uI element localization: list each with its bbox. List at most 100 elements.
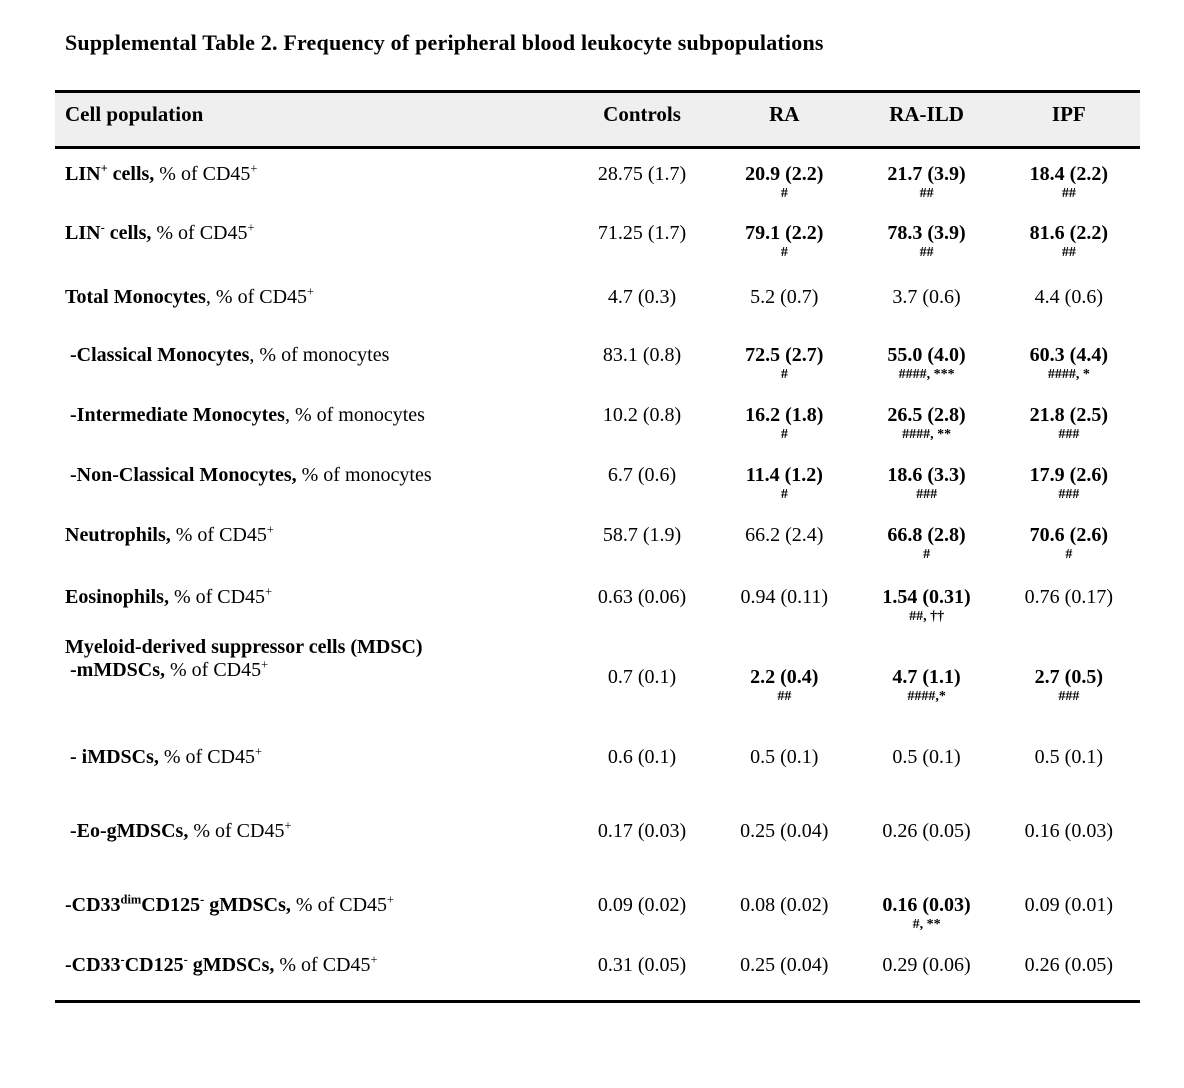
table-row: -CD33-CD125- gMDSCs, % of CD45+ 0.31 (0.0… <box>55 938 1140 1002</box>
table-row: -Non-Classical Monocytes, % of monocytes… <box>55 446 1140 506</box>
table-body: LIN+ cells, % of CD45+ 28.75 (1.7) 20.9 (2… <box>55 148 1140 1002</box>
frequency-value-cell: 71.25 (1.7) <box>571 208 713 268</box>
significance-note: ####, *** <box>898 366 955 382</box>
significance-note: ####, * <box>1047 366 1090 382</box>
frequency-value-cell: 0.29 (0.06) <box>855 938 997 1002</box>
frequency-value: 79.1 (2.2) <box>745 221 824 244</box>
table-row: Eosinophils, % of CD45+ 0.63 (0.06) 0.94 (… <box>55 566 1140 630</box>
frequency-value: 0.6 (0.1) <box>607 745 677 768</box>
column-header-controls: Controls <box>570 91 714 149</box>
frequency-value: 4.7 (0.3) <box>607 285 677 308</box>
frequency-value-cell: 1.54 (0.31) ##, †† <box>855 566 997 630</box>
frequency-value-cell: 3.7 (0.6) <box>855 268 997 326</box>
frequency-value-cell: 66.2 (2.4) <box>713 506 855 566</box>
column-header-ra: RA <box>713 91 856 149</box>
frequency-value-cell: 17.9 (2.6) ### <box>998 446 1140 506</box>
frequency-value: 2.7 (0.5) <box>1034 665 1103 688</box>
frequency-value-cell: 81.6 (2.2) ## <box>998 208 1140 268</box>
frequency-value-cell: 20.9 (2.2) # <box>713 148 855 208</box>
frequency-value: 81.6 (2.2) <box>1029 221 1108 244</box>
frequency-value: 72.5 (2.7) <box>745 343 824 366</box>
frequency-value-cell: 0.76 (0.17) <box>998 566 1140 630</box>
frequency-value: 11.4 (1.2) <box>745 463 823 486</box>
frequency-value: 55.0 (4.0) <box>887 343 966 366</box>
header-row: Cell population Controls RA RA-ILD IPF <box>55 91 1140 149</box>
frequency-value: 5.2 (0.7) <box>750 285 819 308</box>
frequency-value-cell: 0.25 (0.04) <box>713 794 855 868</box>
frequency-value: 0.09 (0.01) <box>1024 893 1113 916</box>
frequency-value: 0.08 (0.02) <box>740 893 829 916</box>
frequency-value: 0.16 (0.03) <box>1024 819 1113 842</box>
frequency-value: 0.26 (0.05) <box>1024 953 1113 976</box>
frequency-value-cell: 21.7 (3.9) ## <box>855 148 997 208</box>
frequency-value: 71.25 (1.7) <box>597 221 687 244</box>
cell-population-label: Neutrophils, % of CD45+ <box>65 521 274 546</box>
frequency-value-cell: 0.6 (0.1) <box>571 722 713 794</box>
frequency-value-cell: 79.1 (2.2) # <box>713 208 855 268</box>
table-row: -CD33dimCD125- gMDSCs, % of CD45+ 0.09 (0… <box>55 868 1140 938</box>
frequency-value-cell: 0.5 (0.1) <box>855 722 997 794</box>
frequency-value: 0.17 (0.03) <box>597 819 687 842</box>
table-row: Total Monocytes, % of CD45+ 4.7 (0.3) 5.2 … <box>55 268 1140 326</box>
frequency-value-cell: 78.3 (3.9) ## <box>855 208 997 268</box>
table-row: Neutrophils, % of CD45+ 58.7 (1.9) 66.2 (2… <box>55 506 1140 566</box>
significance-note: ### <box>1058 688 1080 704</box>
significance-note: # <box>780 244 788 260</box>
frequency-value: 83.1 (0.8) <box>602 343 682 366</box>
cell-population-label: -CD33-CD125- gMDSCs, % of CD45+ <box>65 951 378 976</box>
frequency-value: 3.7 (0.6) <box>892 285 961 308</box>
frequency-value-cell: 55.0 (4.0) ####, *** <box>855 326 997 386</box>
frequency-value: 0.94 (0.11) <box>740 585 829 608</box>
frequency-value-cell: 6.7 (0.6) <box>571 446 713 506</box>
leukocyte-frequency-table: Cell population Controls RA RA-ILD IPF L… <box>55 90 1140 1003</box>
significance-note: ### <box>1058 426 1080 442</box>
frequency-value: 4.4 (0.6) <box>1034 285 1103 308</box>
frequency-value: 0.7 (0.1) <box>607 665 677 688</box>
frequency-value-cell: 11.4 (1.2) # <box>713 446 855 506</box>
frequency-value-cell: 58.7 (1.9) <box>571 506 713 566</box>
frequency-value-cell: 10.2 (0.8) <box>571 386 713 446</box>
frequency-value-cell: 28.75 (1.7) <box>571 148 713 208</box>
frequency-value: 0.25 (0.04) <box>740 953 829 976</box>
frequency-value: 6.7 (0.6) <box>607 463 677 486</box>
column-header-ra-ild: RA-ILD <box>855 91 998 149</box>
cell-population-label: LIN+ cells, % of CD45+ <box>65 161 258 185</box>
frequency-value-cell: 0.16 (0.03) <box>998 794 1140 868</box>
significance-note: ## <box>777 688 792 704</box>
frequency-value-cell: 0.09 (0.01) <box>998 868 1140 938</box>
frequency-value-cell: 0.31 (0.05) <box>571 938 713 1002</box>
frequency-value: 17.9 (2.6) <box>1029 463 1108 486</box>
significance-note: # <box>780 366 788 382</box>
frequency-value-cell: 2.7 (0.5) ### <box>998 630 1140 722</box>
significance-note: ####, ** <box>902 426 952 442</box>
frequency-value: 18.4 (2.2) <box>1029 163 1108 185</box>
table-row: -Intermediate Monocytes, % of monocytes 1… <box>55 386 1140 446</box>
table-title: Supplemental Table 2. Frequency of perip… <box>65 30 824 55</box>
frequency-value: 0.5 (0.1) <box>1034 745 1103 768</box>
significance-note: #, ** <box>912 916 941 932</box>
frequency-value: 26.5 (2.8) <box>887 403 966 426</box>
frequency-value-cell: 83.1 (0.8) <box>571 326 713 386</box>
cell-population-label: -Non-Classical Monocytes, % of monocytes <box>70 463 432 486</box>
cell-population-label: LIN- cells, % of CD45+ <box>65 219 255 244</box>
frequency-value-cell: 5.2 (0.7) <box>713 268 855 326</box>
frequency-value: 0.31 (0.05) <box>597 953 687 976</box>
frequency-value: 18.6 (3.3) <box>887 463 966 486</box>
significance-note: ## <box>919 186 934 201</box>
frequency-value-cell: 70.6 (2.6) # <box>998 506 1140 566</box>
frequency-value-cell: 18.6 (3.3) ### <box>855 446 997 506</box>
frequency-value-cell: 72.5 (2.7) # <box>713 326 855 386</box>
frequency-value: 0.63 (0.06) <box>597 585 687 608</box>
table-row: -Eo-gMDSCs, % of CD45+ 0.17 (0.03) 0.25 (0… <box>55 794 1140 868</box>
significance-note: # <box>780 426 788 442</box>
frequency-value: 0.25 (0.04) <box>740 819 829 842</box>
table-row: LIN+ cells, % of CD45+ 28.75 (1.7) 20.9 (2… <box>55 148 1140 208</box>
frequency-value-cell: 18.4 (2.2) ## <box>998 148 1140 208</box>
cell-population-label: -Eo-gMDSCs, % of CD45+ <box>70 817 292 842</box>
frequency-value-cell: 0.25 (0.04) <box>713 938 855 1002</box>
frequency-value: 66.2 (2.4) <box>745 523 824 546</box>
significance-note: # <box>1065 546 1073 562</box>
frequency-value: 20.9 (2.2) <box>745 163 824 185</box>
frequency-value-cell: 0.94 (0.11) <box>713 566 855 630</box>
frequency-value: 70.6 (2.6) <box>1029 523 1108 546</box>
